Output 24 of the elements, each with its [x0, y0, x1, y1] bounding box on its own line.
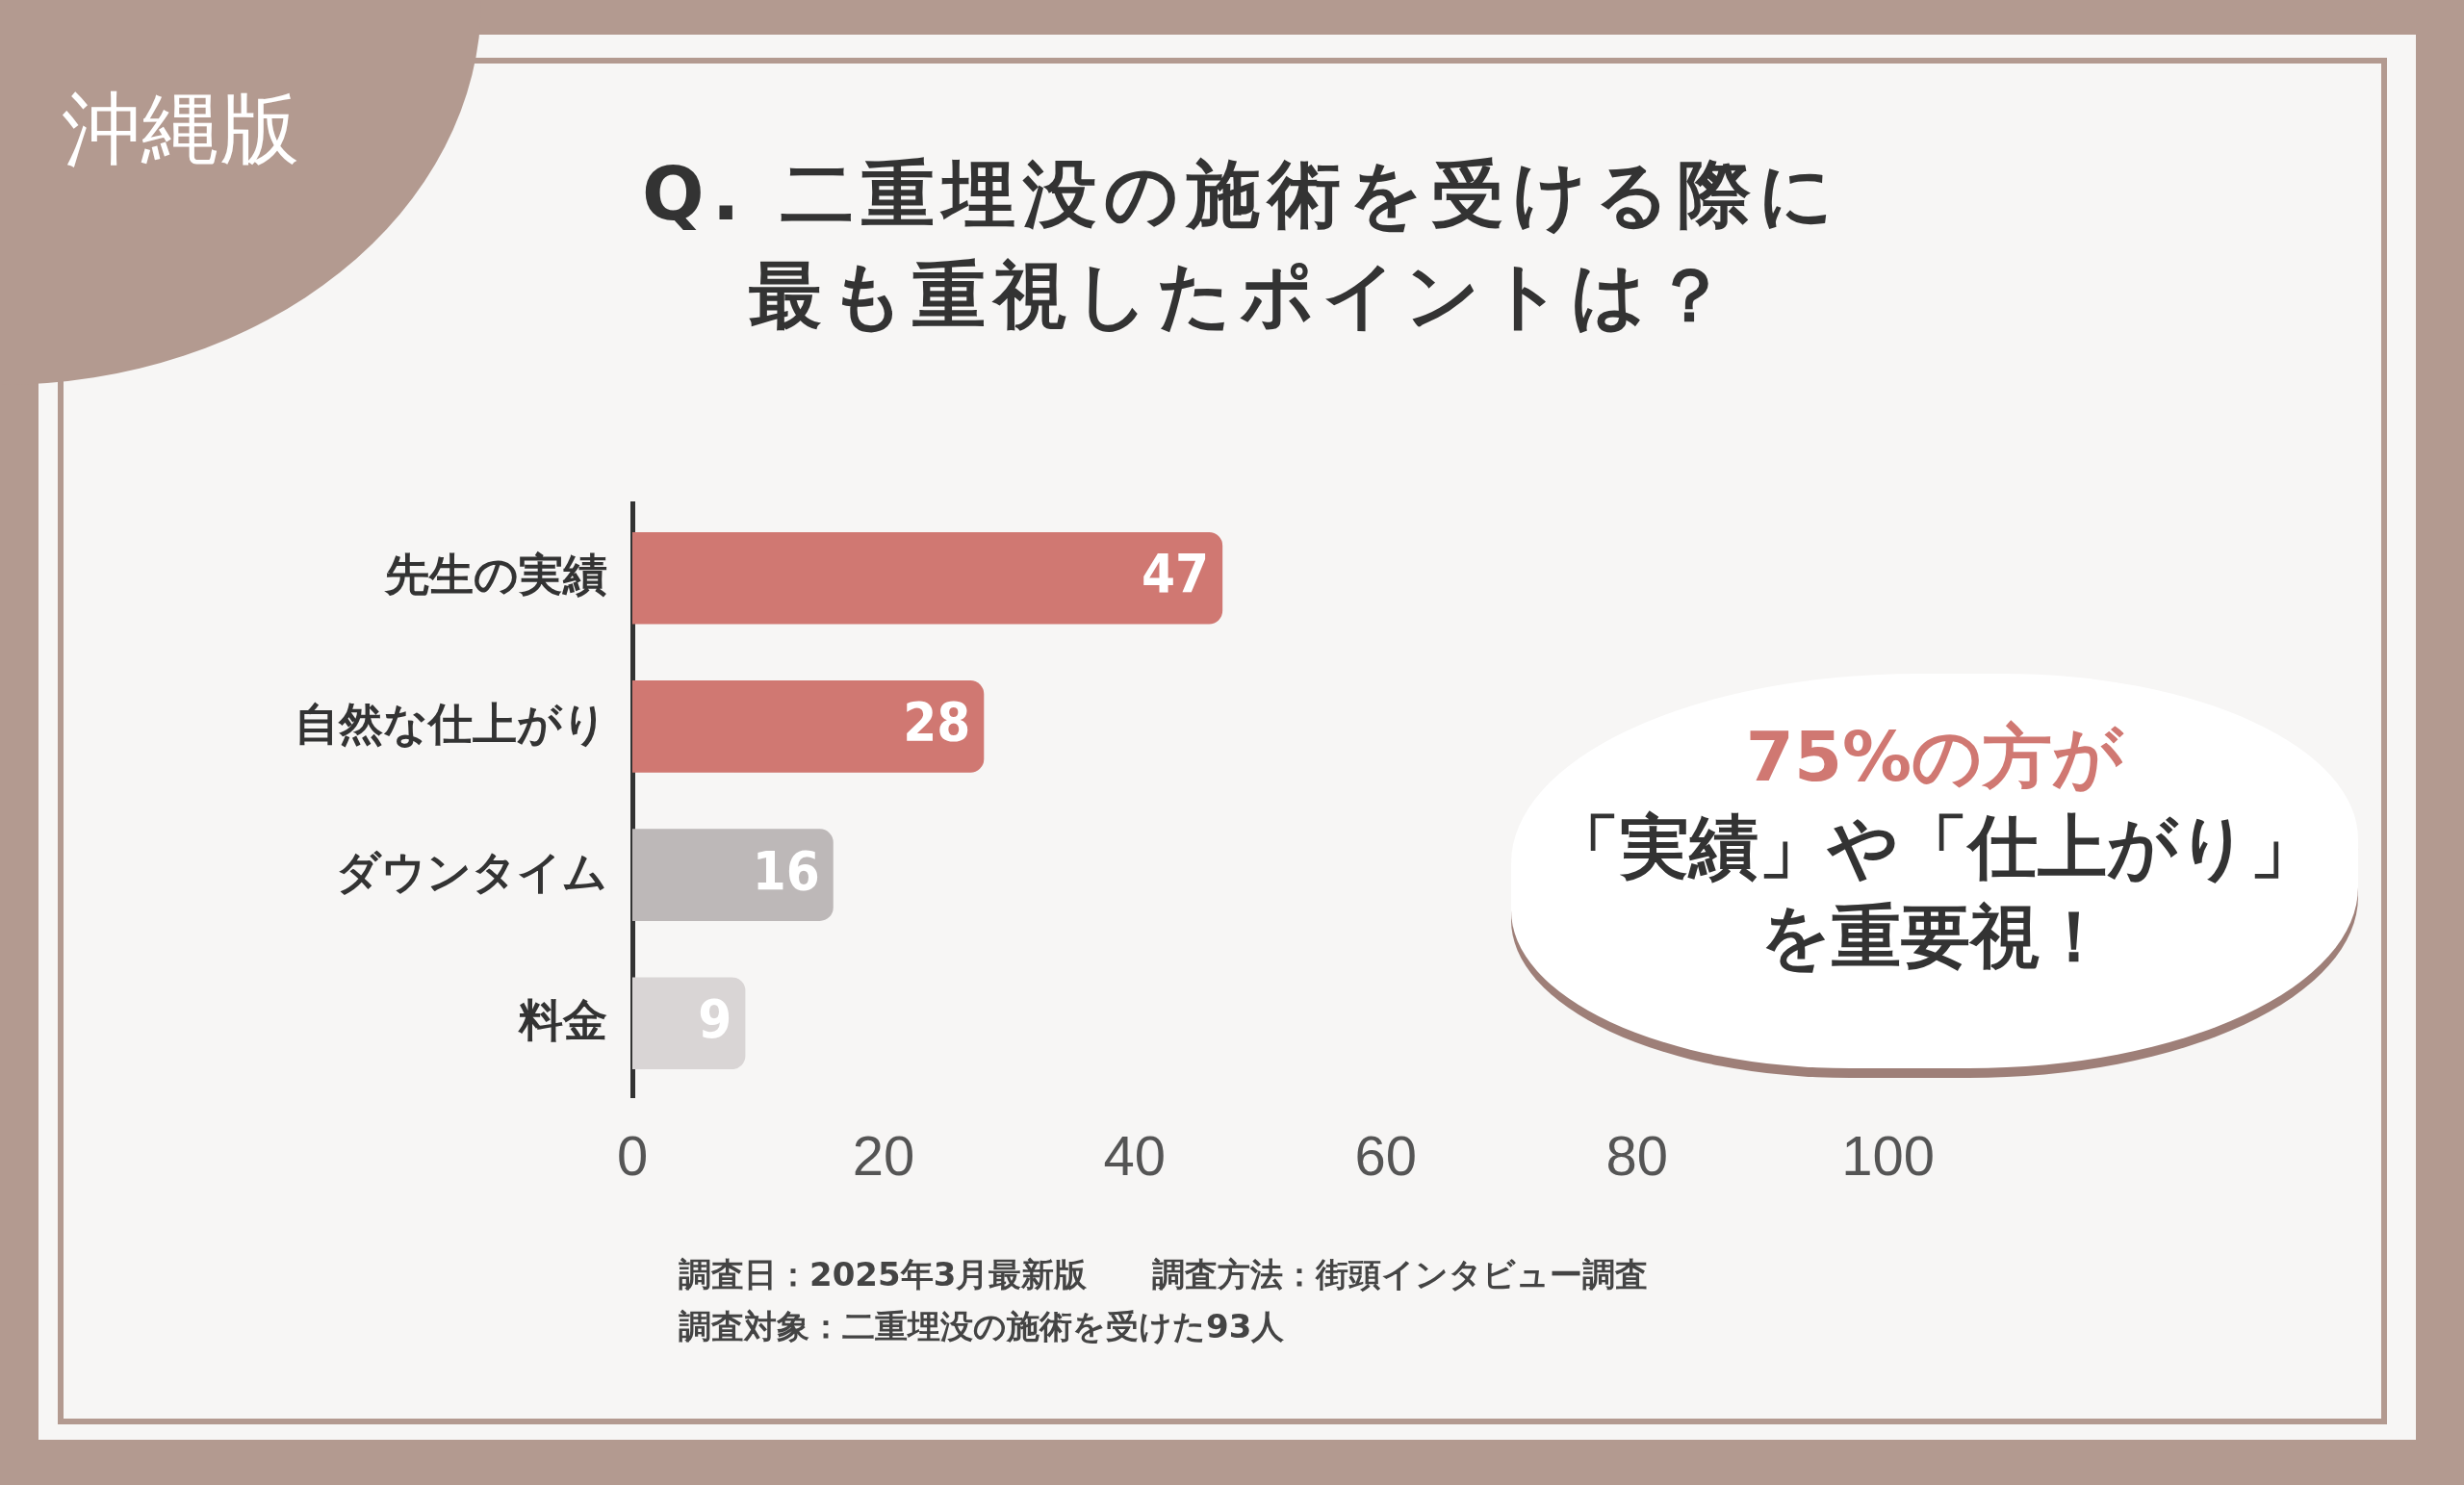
x-tick-label: 80 — [1605, 1124, 1668, 1188]
y-tick-label: 料金 — [517, 994, 607, 1045]
x-tick-label: 60 — [1354, 1124, 1418, 1188]
x-tick-label: 20 — [852, 1124, 915, 1188]
bar — [632, 977, 746, 1070]
bar — [632, 680, 985, 773]
text: 沖縄版 — [63, 82, 299, 176]
x-tick-label: 0 — [616, 1124, 649, 1188]
chart-title: Q. 二重埋没の施術を受ける際に最も重視したポイントは？ — [641, 150, 1842, 340]
data-label: 47 — [1142, 542, 1210, 605]
x-tick-label: 100 — [1841, 1124, 1936, 1188]
annotation: 75%の方が — [1744, 715, 2125, 799]
bar — [632, 531, 1223, 625]
y-tick-label: ダウンタイム — [336, 846, 607, 897]
data-label: 28 — [903, 690, 971, 754]
bar — [632, 829, 834, 921]
x-tick-label: 40 — [1103, 1124, 1167, 1188]
data-label: 16 — [752, 838, 820, 902]
text: 調査対象：二重埋没の施術を受けた93人 — [679, 1306, 1285, 1347]
annotation: を重要視！ — [1759, 895, 2110, 980]
text: 調査日：2025年3月最新版 調査方法：街頭インタビュー調査 — [679, 1254, 1649, 1295]
annotation: 「実績」や「仕上がり」 — [1550, 805, 2320, 889]
y-tick-label: 自然な仕上がり — [295, 698, 607, 749]
y-tick-label: 先生の実績 — [384, 550, 607, 601]
